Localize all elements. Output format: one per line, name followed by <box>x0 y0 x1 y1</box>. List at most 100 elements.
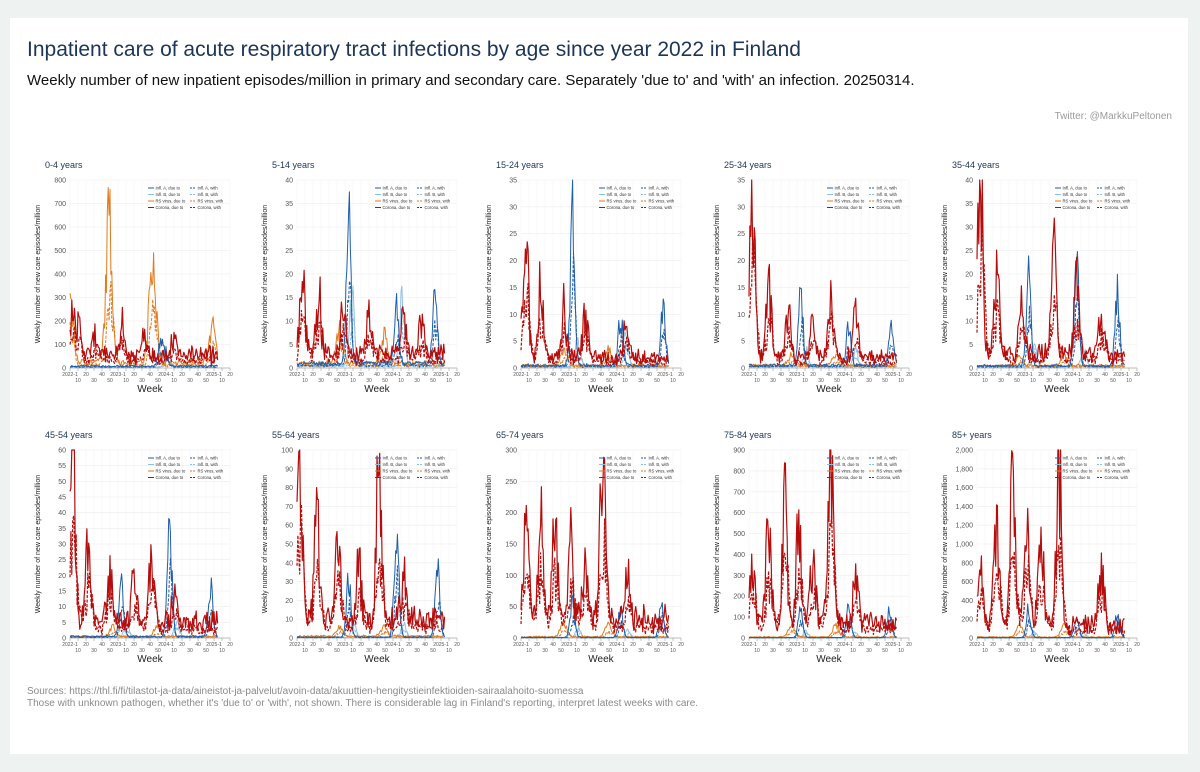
legend-label: Infl. A, due to <box>383 456 408 461</box>
x-tick-label: 40 <box>874 372 880 378</box>
x-tick-label: 10 <box>446 648 452 654</box>
series-line-infB-with <box>520 341 669 369</box>
legend-label: Infl. B, due to <box>835 462 860 467</box>
y-tick-label: 200 <box>54 319 66 326</box>
x-tick-label: 20 <box>534 372 540 378</box>
legend-label: Corona, with <box>877 205 901 210</box>
legend-label: Infl. A, with <box>877 456 898 461</box>
x-tick-label: 10 <box>622 378 628 384</box>
series-line-corona-due-to <box>296 269 446 363</box>
y-tick-label: 20 <box>285 598 293 605</box>
x-tick-label: 10 <box>670 378 676 384</box>
y-tick-label: 30 <box>285 579 293 586</box>
y-tick-label: 20 <box>737 258 745 265</box>
x-tick-label: 2022-1 <box>969 642 985 648</box>
x-tick-label: 2022-1 <box>513 642 529 648</box>
x-tick-label: 50 <box>1014 378 1020 384</box>
y-tick-label: 5 <box>741 339 745 346</box>
x-tick-label: 20 <box>858 642 864 648</box>
chart-panel: 5-14 years05101520253035402022-110203040… <box>262 160 460 395</box>
series-line-corona-due-to <box>520 456 670 635</box>
legend-label: Infl. B, with <box>1105 462 1126 467</box>
legend-label: Infl. B, with <box>877 462 898 467</box>
legend-label: Infl. A, with <box>198 186 219 191</box>
y-tick-label: 5 <box>289 342 293 349</box>
y-tick-label: 700 <box>733 489 745 496</box>
x-tick-label: 2025-1 <box>657 642 673 648</box>
x-tick-label: 20 <box>454 642 460 648</box>
x-tick-label: 2023-1 <box>337 642 353 648</box>
series-line-infB-with <box>69 356 218 369</box>
chart-panel: 25-34 years051015202530352022-1102030405… <box>714 160 912 395</box>
y-tick-label: 100 <box>505 573 517 580</box>
y-tick-label: 50 <box>509 604 517 611</box>
legend-label: RS virus, due to <box>156 469 186 474</box>
x-tick-label: 50 <box>430 648 436 654</box>
x-tick-label: 40 <box>778 642 784 648</box>
x-tick-label: 20 <box>1038 372 1044 378</box>
x-tick-label: 20 <box>1134 642 1140 648</box>
x-tick-label: 10 <box>802 648 808 654</box>
x-tick-label: 10 <box>302 648 308 654</box>
legend-label: Corona, due to <box>835 205 863 210</box>
y-tick-label: 20 <box>509 258 517 265</box>
legend-label: Infl. A, due to <box>156 186 181 191</box>
x-tick-label: 20 <box>310 372 316 378</box>
x-tick-label: 2023-1 <box>110 372 126 378</box>
y-tick-label: 300 <box>505 448 517 455</box>
x-tick-label: 20 <box>131 372 137 378</box>
x-tick-label: 10 <box>850 648 856 654</box>
y-tick-label: 15 <box>737 285 745 292</box>
x-tick-label: 10 <box>219 648 225 654</box>
legend-label: Infl. A, due to <box>383 186 408 191</box>
x-tick-label: 40 <box>598 372 604 378</box>
x-tick-label: 40 <box>1006 372 1012 378</box>
series-line-corona-due-to <box>296 449 446 631</box>
x-tick-label: 2025-1 <box>433 642 449 648</box>
legend-label: Infl. A, with <box>1105 186 1126 191</box>
y-tick-label: 0 <box>969 366 973 373</box>
x-tick-label: 30 <box>139 648 145 654</box>
x-axis-title: Week <box>588 384 614 395</box>
x-tick-label: 20 <box>630 642 636 648</box>
x-tick-label: 30 <box>638 378 644 384</box>
y-axis-title: Weekly number of new care episodes/milli… <box>262 205 269 343</box>
x-tick-label: 10 <box>171 648 177 654</box>
x-tick-label: 20 <box>1038 642 1044 648</box>
series-line-rsv-due-to <box>520 344 669 368</box>
legend-label: Infl. A, with <box>198 456 219 461</box>
y-tick-label: 5 <box>62 620 66 627</box>
legend-label: Infl. B, with <box>649 192 670 197</box>
y-tick-label: 5 <box>969 342 973 349</box>
x-tick-label: 2025-1 <box>885 372 901 378</box>
y-tick-label: 5 <box>513 339 517 346</box>
x-tick-label: 10 <box>75 648 81 654</box>
y-tick-label: 300 <box>733 573 745 580</box>
y-tick-label: 25 <box>737 231 745 238</box>
y-tick-label: 0 <box>62 366 66 373</box>
y-tick-label: 2,000 <box>955 448 973 455</box>
y-tick-label: 10 <box>285 617 293 624</box>
x-tick-label: 50 <box>1014 648 1020 654</box>
series-line-corona-due-to <box>520 241 670 366</box>
x-tick-label: 20 <box>358 372 364 378</box>
y-tick-label: 0 <box>513 366 517 373</box>
y-tick-label: 400 <box>733 552 745 559</box>
x-tick-label: 10 <box>398 378 404 384</box>
legend-label: Corona, with <box>649 475 673 480</box>
legend-label: RS virus, with <box>649 199 675 204</box>
x-tick-label: 30 <box>318 648 324 654</box>
x-tick-label: 20 <box>1134 372 1140 378</box>
x-axis-title: Week <box>137 654 163 665</box>
legend-label: RS virus, with <box>649 469 675 474</box>
x-tick-label: 2025-1 <box>206 372 222 378</box>
x-tick-label: 40 <box>374 642 380 648</box>
x-tick-label: 30 <box>998 648 1004 654</box>
x-tick-label: 40 <box>646 372 652 378</box>
series-line-infA-due-to <box>976 603 1125 639</box>
legend-label: Infl. A, with <box>1105 456 1126 461</box>
x-tick-label: 20 <box>630 372 636 378</box>
legend-label: Infl. B, due to <box>607 462 632 467</box>
x-tick-label: 20 <box>858 372 864 378</box>
x-tick-label: 40 <box>422 372 428 378</box>
